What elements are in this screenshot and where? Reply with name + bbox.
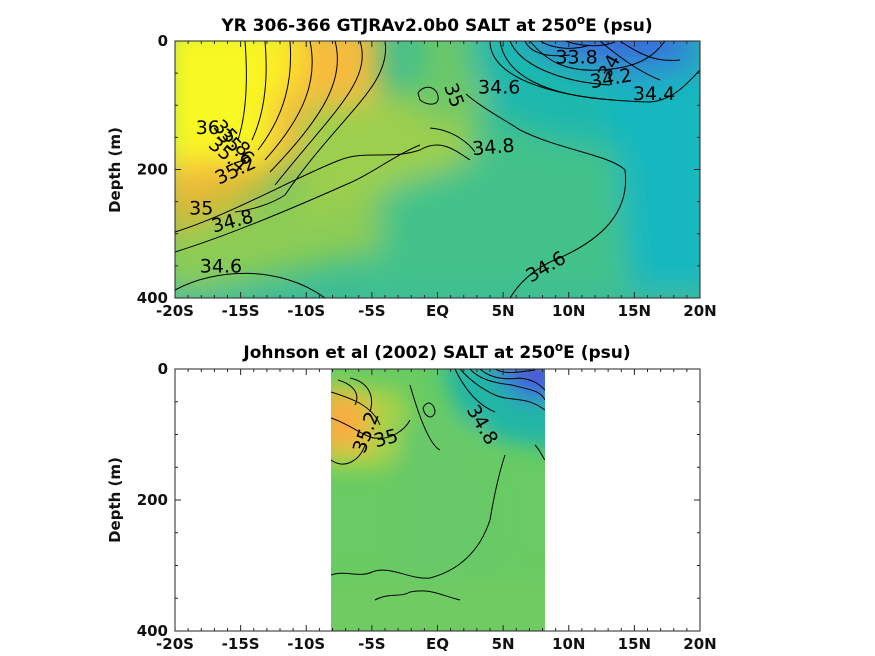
top-axis-ticks: -20S -15S -10S -5S EQ 5N 10N 15N 20N 0 200 400 [137, 32, 717, 320]
top-y-axis-label: Depth (m) [106, 127, 124, 213]
bottom-salinity-field: 35.235 34.8 [331, 369, 545, 631]
bottom-y-tick-label: 0 [158, 360, 168, 378]
top-x-tick-label: 5N [492, 302, 515, 320]
top-contour-label: 34.4 [633, 83, 675, 105]
bottom-x-tick-label: -5S [358, 635, 385, 653]
bottom-y-tick-label: 400 [137, 622, 168, 640]
bottom-x-tick-label: 5N [492, 635, 515, 653]
top-y-tick-label: 0 [158, 32, 168, 50]
top-contour-label: 34.6 [200, 255, 242, 277]
top-contour-label: 34.8 [471, 135, 515, 161]
top-y-tick-label: 400 [137, 289, 168, 307]
bottom-axis-ticks: -20S -15S -10S -5S EQ 5N 10N 15N 20N 0 200 400 [137, 360, 717, 653]
top-x-tick-label: 10N [552, 302, 585, 320]
bottom-panel: Johnson et al (2002) SALT at 250oE (psu) [106, 340, 717, 653]
bottom-y-tick-label: 200 [137, 491, 168, 509]
top-panel: YR 306-366 GTJRAv2.0b0 SALT at 250oE (ps… [106, 13, 717, 320]
bottom-x-tick-label: -10S [287, 635, 325, 653]
top-contour-label: 33.8 [555, 46, 597, 68]
bottom-x-tick-label: 10N [552, 635, 585, 653]
top-chart-title: YR 306-366 GTJRAv2.0b0 SALT at 250oE (ps… [220, 13, 652, 36]
bottom-x-tick-label: -20S [156, 635, 194, 653]
bottom-chart-title: Johnson et al (2002) SALT at 250oE (psu) [242, 340, 630, 363]
top-contours [175, 41, 700, 298]
bottom-contours [331, 369, 545, 601]
top-y-tick-label: 200 [137, 161, 168, 179]
top-contour-label: 34.6 [478, 77, 520, 99]
top-x-tick-label: -5S [358, 302, 385, 320]
bottom-x-tick-label: 20N [683, 635, 716, 653]
top-x-tick-label: 20N [683, 302, 716, 320]
top-x-tick-label: 15N [618, 302, 651, 320]
bottom-y-axis-label: Depth (m) [106, 457, 124, 543]
top-x-tick-label: -15S [222, 302, 260, 320]
top-x-tick-label: -20S [156, 302, 194, 320]
bottom-x-tick-label: -15S [222, 635, 260, 653]
top-contour-label: 35 [189, 197, 213, 219]
top-x-tick-label: -10S [287, 302, 325, 320]
bottom-x-tick-label: EQ [426, 635, 449, 653]
bottom-x-tick-label: 15N [618, 635, 651, 653]
top-contour-label: 36 [196, 117, 220, 139]
top-x-tick-label: EQ [426, 302, 449, 320]
